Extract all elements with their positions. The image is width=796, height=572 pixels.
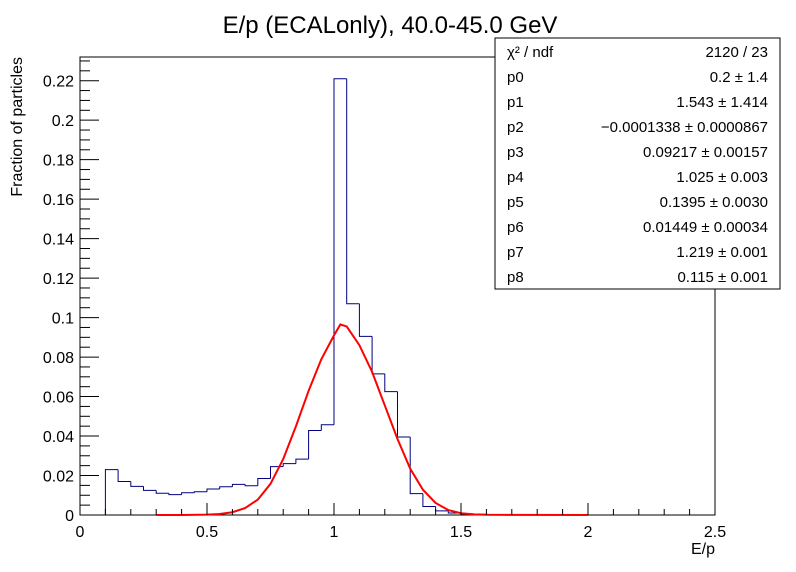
histogram-bin bbox=[320, 424, 334, 431]
histogram-bin bbox=[181, 492, 195, 495]
histogram-bin bbox=[117, 469, 131, 482]
histogram-bin bbox=[155, 490, 169, 494]
y-tick-label: 0.14 bbox=[43, 232, 74, 249]
y-tick-label: 0.18 bbox=[43, 153, 74, 170]
histogram-bin bbox=[409, 437, 423, 495]
stats-param-label: p5 bbox=[507, 194, 524, 211]
histogram-bin bbox=[333, 78, 347, 425]
histogram-bin bbox=[104, 469, 119, 515]
histogram-bin bbox=[384, 373, 398, 393]
x-tick-label: 0 bbox=[76, 524, 85, 541]
histogram-bin bbox=[397, 391, 411, 438]
histogram-bin bbox=[231, 483, 246, 487]
y-tick-label: 0.02 bbox=[43, 469, 74, 486]
stats-param-value: 0.09217 ± 0.00157 bbox=[643, 144, 768, 161]
y-tick-label: 0.2 bbox=[52, 113, 74, 130]
stats-param-label: p4 bbox=[507, 169, 524, 186]
stats-param-value: 1.543 ± 1.414 bbox=[676, 94, 768, 111]
stats-param-label: p0 bbox=[507, 69, 524, 86]
stats-param-label: χ² / ndf bbox=[507, 44, 554, 61]
stats-box: χ² / ndf 2120 / 23 p0 0.2 ± 1.4 p1 1.543 ± 1.… bbox=[494, 37, 781, 290]
histogram-bin bbox=[282, 463, 296, 467]
stats-param-value: −0.0001338 ± 0.0000867 bbox=[601, 119, 768, 136]
histogram-bin bbox=[358, 303, 373, 337]
x-tick-label: 1 bbox=[330, 524, 339, 541]
y-tick-label: 0.1 bbox=[52, 311, 74, 328]
stats-box-frame bbox=[494, 37, 781, 290]
histogram-bin bbox=[244, 484, 258, 487]
x-axis: 0 0.5 1 1.5 2 2.5 bbox=[76, 503, 726, 541]
y-tick-label: 0.06 bbox=[43, 390, 74, 407]
y-tick-label: 0 bbox=[65, 508, 74, 525]
x-tick-label: 0.5 bbox=[196, 524, 218, 541]
histogram-bin bbox=[168, 493, 182, 496]
histogram-bin bbox=[130, 481, 144, 487]
fit-curve bbox=[156, 323, 589, 516]
stats-param-label: p8 bbox=[507, 269, 524, 286]
stats-param-value: 1.219 ± 0.001 bbox=[676, 244, 768, 261]
y-tick-label: 0.08 bbox=[43, 350, 74, 367]
stats-param-label: p6 bbox=[507, 219, 524, 236]
stats-param-value: 0.01449 ± 0.00034 bbox=[643, 219, 768, 236]
stats-param-value: 0.1395 ± 0.0030 bbox=[660, 194, 768, 211]
histogram-bin bbox=[371, 336, 385, 375]
stats-param-label: p7 bbox=[507, 244, 524, 261]
histogram-bin bbox=[206, 488, 220, 492]
x-axis-label: E/p bbox=[691, 541, 715, 558]
histogram-bin bbox=[257, 477, 271, 486]
histogram-bin bbox=[143, 486, 157, 491]
y-tick-label: 0.04 bbox=[43, 429, 74, 446]
x-tick-label: 2 bbox=[584, 524, 593, 541]
chart-title: E/p (ECALonly), 40.0-45.0 GeV bbox=[223, 12, 558, 39]
y-axis-label: Fraction of particles bbox=[9, 57, 26, 197]
stats-param-label: p2 bbox=[507, 119, 524, 136]
x-tick-label: 2.5 bbox=[704, 524, 726, 541]
histogram-bin bbox=[193, 491, 207, 493]
histogram-bin bbox=[295, 458, 309, 464]
stats-param-value: 1.025 ± 0.003 bbox=[676, 169, 768, 186]
histogram-bin bbox=[308, 430, 322, 460]
stats-param-value: 0.2 ± 1.4 bbox=[710, 69, 768, 86]
y-tick-label: 0.22 bbox=[43, 74, 74, 91]
y-tick-label: 0.16 bbox=[43, 192, 74, 209]
histogram-bin bbox=[346, 78, 360, 305]
y-tick-label: 0.12 bbox=[43, 271, 74, 288]
fit-layer bbox=[156, 323, 589, 516]
stats-param-value: 2120 / 23 bbox=[705, 44, 768, 61]
stats-param-value: 0.115 ± 0.001 bbox=[677, 269, 768, 286]
histogram-bin bbox=[422, 493, 436, 508]
stats-param-label: p1 bbox=[507, 94, 524, 111]
y-axis: 0 0.02 0.04 0.06 0.08 0.1 0.12 0.14 0.16 0.18 0.2 0… bbox=[43, 60, 99, 525]
x-tick-label: 1.5 bbox=[450, 524, 472, 541]
histogram-bin bbox=[219, 486, 233, 489]
stats-param-label: p3 bbox=[507, 144, 524, 161]
